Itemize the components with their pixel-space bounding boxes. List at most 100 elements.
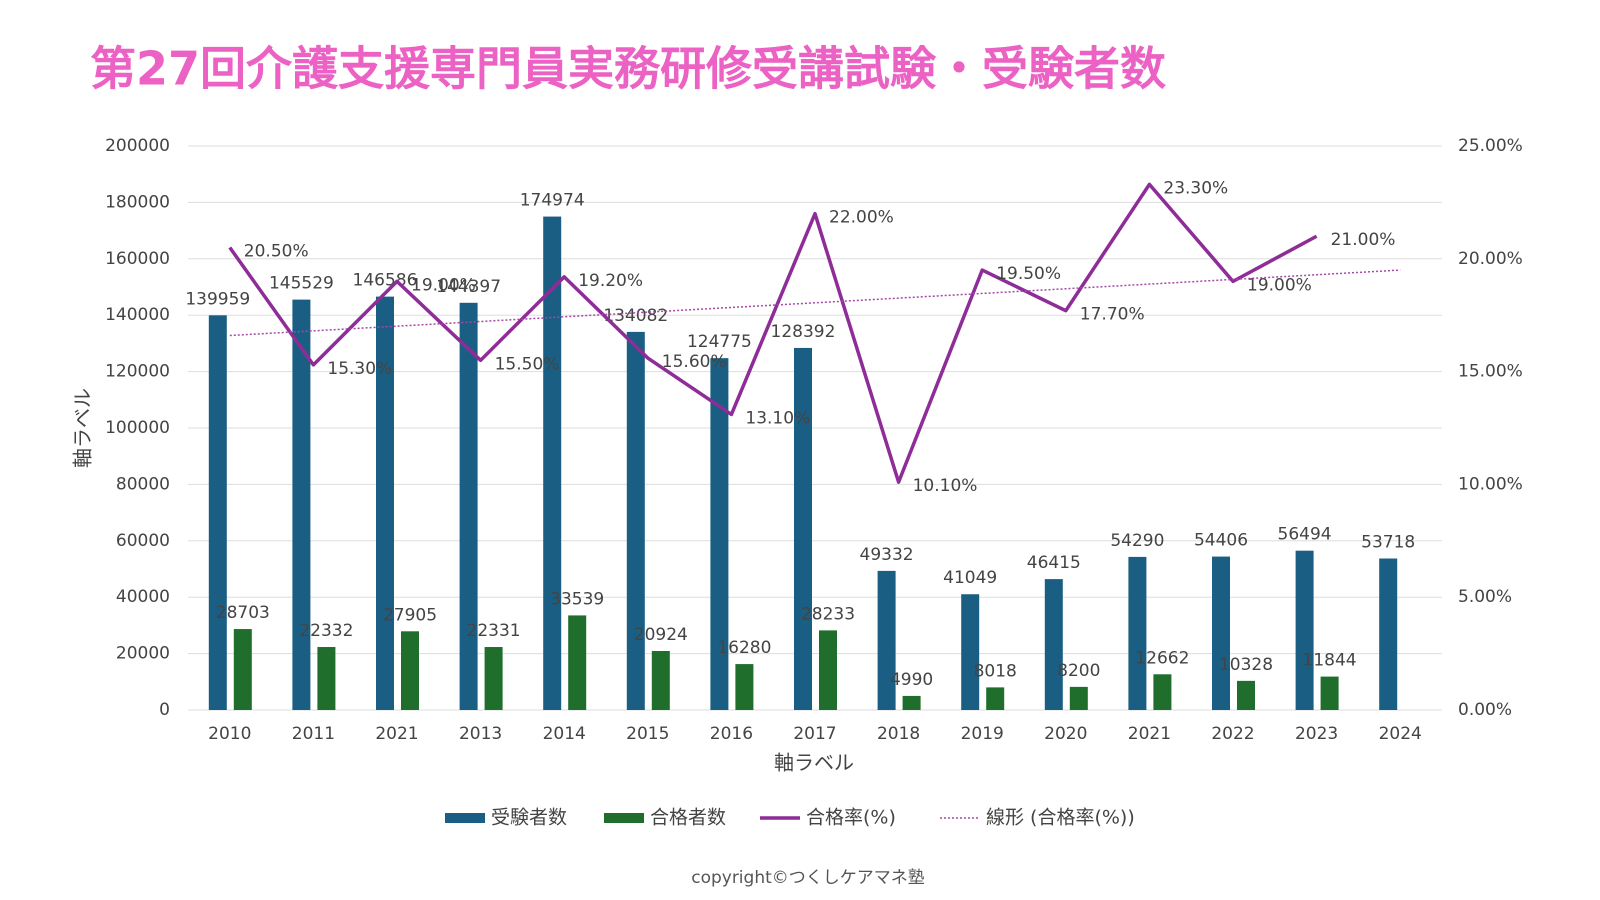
bar xyxy=(794,347,812,710)
y-axis-title: 軸ラベル xyxy=(71,388,95,468)
bar xyxy=(208,315,227,710)
x-axis-title: 軸ラベル xyxy=(774,751,854,775)
bar xyxy=(986,687,1005,710)
x-tick-label: 2013 xyxy=(459,724,502,744)
legend-label: 合格者数 xyxy=(650,807,726,829)
bar xyxy=(1379,558,1398,710)
bar xyxy=(1237,680,1255,710)
bar xyxy=(1320,676,1339,710)
bar xyxy=(1044,579,1063,710)
legend-swatch xyxy=(604,813,644,823)
bar-value-label: 41049 xyxy=(943,568,997,588)
bar-value-label: 33539 xyxy=(550,589,604,609)
bar-value-label: 53718 xyxy=(1361,533,1415,553)
x-tick-label: 2024 xyxy=(1379,724,1422,744)
x-tick-label: 2023 xyxy=(1295,724,1338,744)
bar-value-label: 139959 xyxy=(185,289,250,309)
bar xyxy=(543,216,562,711)
x-tick-label: 2021 xyxy=(375,724,418,744)
bar xyxy=(710,358,729,710)
bar-value-label: 128392 xyxy=(771,322,836,342)
rate-line xyxy=(228,182,1318,484)
x-tick-label: 2016 xyxy=(710,724,753,744)
y-tick-label: 0 xyxy=(159,700,170,720)
rate-value-label: 15.30% xyxy=(327,359,392,379)
x-tick-label: 2015 xyxy=(626,724,669,744)
bar-value-label: 144397 xyxy=(436,277,501,297)
bar xyxy=(1069,686,1088,710)
y-tick-label: 140000 xyxy=(105,305,170,325)
rate-value-label: 19.50% xyxy=(996,264,1061,284)
x-tick-label: 2010 xyxy=(208,724,251,744)
bar xyxy=(568,615,587,710)
rate-value-label: 15.50% xyxy=(495,354,560,374)
rate-value-label: 13.10% xyxy=(745,408,810,428)
trend-line xyxy=(229,269,1401,337)
rate-value-label: 22.00% xyxy=(829,208,894,228)
y2-tick-label: 5.00% xyxy=(1458,587,1512,607)
x-tick-label: 2020 xyxy=(1044,724,1087,744)
bar xyxy=(1128,556,1147,710)
bar-value-label: 20924 xyxy=(634,625,688,645)
bar-value-label: 27905 xyxy=(383,605,437,625)
bar-value-label: 22331 xyxy=(467,621,521,641)
rate-value-label: 15.60% xyxy=(662,352,727,372)
bar xyxy=(1153,674,1172,710)
x-tick-label: 2011 xyxy=(292,724,335,744)
rate-value-label: 19.20% xyxy=(578,271,643,291)
bar-value-label: 4990 xyxy=(890,670,933,690)
bar-value-label: 49332 xyxy=(860,545,914,565)
y-tick-label: 200000 xyxy=(105,136,170,156)
y2-tick-label: 15.00% xyxy=(1458,362,1523,382)
bar-value-label: 145529 xyxy=(269,274,334,294)
y2-tick-label: 10.00% xyxy=(1458,474,1523,494)
bar-value-label: 8200 xyxy=(1057,661,1100,681)
bar xyxy=(651,650,670,710)
legend-label: 受験者数 xyxy=(491,807,567,829)
bar-value-label: 146586 xyxy=(353,271,418,291)
bar-value-label: 124775 xyxy=(687,332,752,352)
bar-value-label: 10328 xyxy=(1219,655,1273,675)
bar xyxy=(459,302,478,710)
legend-label: 合格率(%) xyxy=(806,807,896,829)
bar xyxy=(292,299,311,710)
rate-value-label: 23.30% xyxy=(1163,178,1228,198)
legend-label: 線形 (合格率(%)) xyxy=(986,807,1135,829)
rate-value-label: 10.10% xyxy=(913,476,978,496)
rate-value-label: 17.70% xyxy=(1080,305,1145,325)
bar-value-label: 54290 xyxy=(1110,531,1164,551)
x-tick-label: 2019 xyxy=(961,724,1004,744)
bar xyxy=(1212,556,1230,710)
y-tick-label: 120000 xyxy=(105,362,170,382)
bar-value-label: 12662 xyxy=(1135,648,1189,668)
bar-value-label: 28233 xyxy=(801,604,855,624)
bar-value-label: 16280 xyxy=(717,638,771,658)
bar xyxy=(626,331,645,710)
y-tick-label: 60000 xyxy=(116,531,170,551)
y-tick-label: 20000 xyxy=(116,644,170,664)
rate-value-label: 20.50% xyxy=(244,242,309,262)
chart-title: 第27回介護支援専門員実務研修受講試験・受験者数 xyxy=(90,42,1166,96)
bar-value-label: 46415 xyxy=(1027,553,1081,573)
x-tick-label: 2021 xyxy=(1128,724,1171,744)
x-tick-label: 2022 xyxy=(1211,724,1254,744)
bar-value-label: 134082 xyxy=(603,306,668,326)
bar-value-label: 8018 xyxy=(974,661,1017,681)
x-tick-label: 2018 xyxy=(877,724,920,744)
bar xyxy=(877,570,896,710)
bar-value-label: 22332 xyxy=(299,621,353,641)
bar-value-label: 56494 xyxy=(1278,525,1332,545)
bar xyxy=(735,664,754,710)
x-tick-label: 2014 xyxy=(543,724,586,744)
y2-tick-label: 25.00% xyxy=(1458,136,1523,156)
legend-swatch xyxy=(445,813,485,823)
bar xyxy=(819,630,837,710)
bar-value-label: 54406 xyxy=(1194,531,1248,551)
rate-value-label: 19.00% xyxy=(411,275,476,295)
bar-value-label: 28703 xyxy=(216,603,270,623)
bar-value-label: 174974 xyxy=(520,191,585,211)
y-tick-label: 80000 xyxy=(116,474,170,494)
bar xyxy=(233,629,252,710)
y2-tick-label: 0.00% xyxy=(1458,700,1512,720)
